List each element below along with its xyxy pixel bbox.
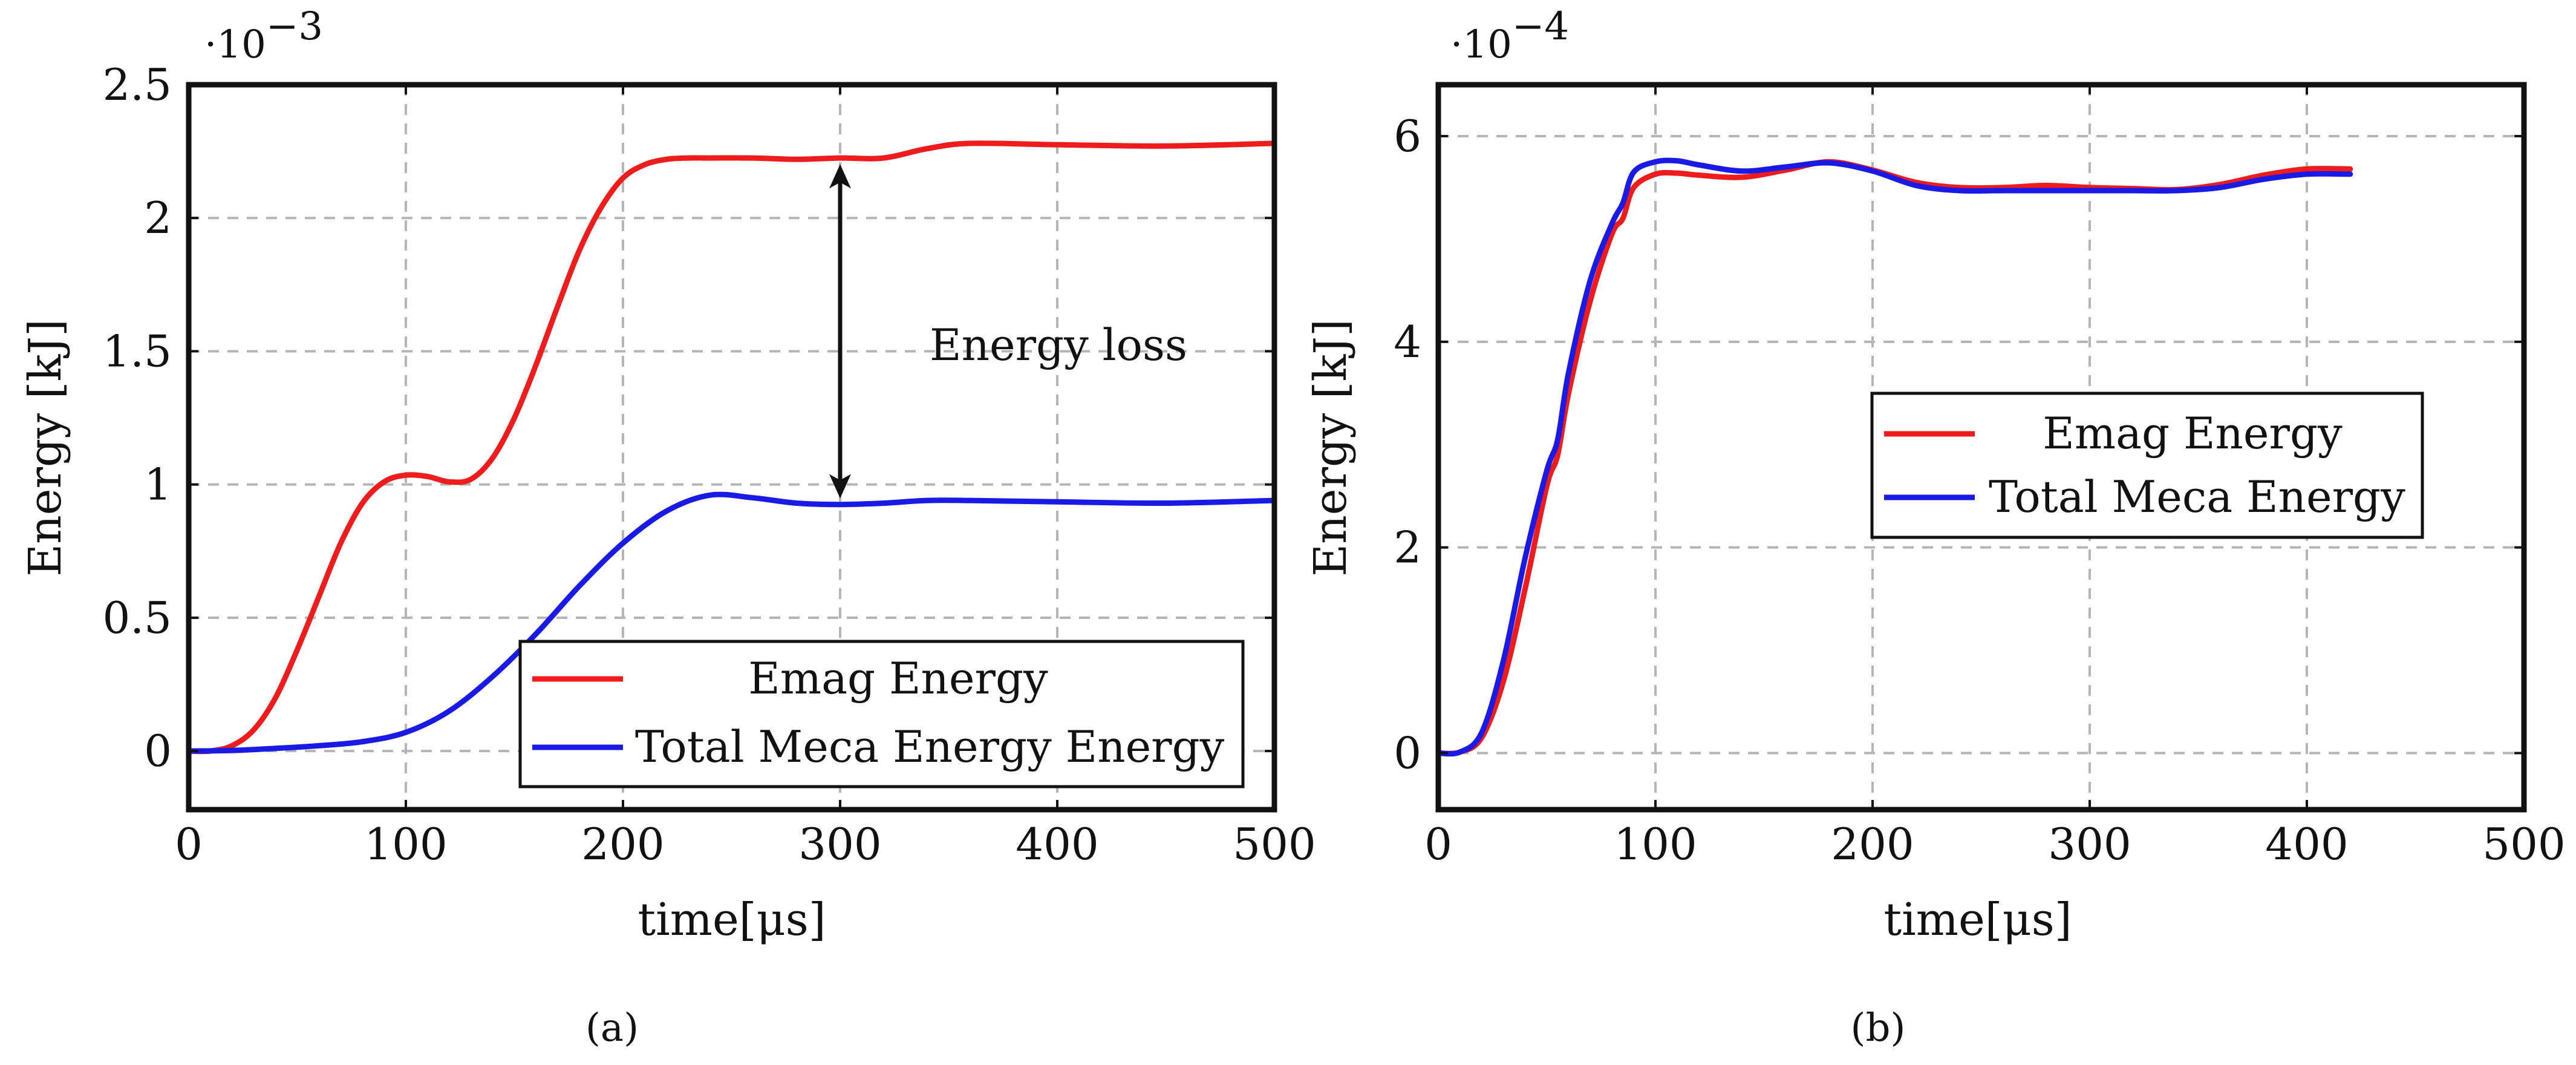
x-axis-label: time[μs] xyxy=(637,894,826,946)
x-tick-labels: 0 100 200 300 400 500 xyxy=(175,85,1316,870)
y-tick-label: 0 xyxy=(1394,728,1421,779)
y-tick-label: 0.5 xyxy=(102,592,172,643)
legend: Emag Energy Total Meca Energy Energy xyxy=(518,640,1245,788)
panel-caption-a: (a) xyxy=(585,1006,639,1050)
y-tick-labels: 0 0.5 1 1.5 2 2.5 xyxy=(102,59,1274,776)
x-tick-label: 300 xyxy=(2048,819,2131,870)
axes-frame xyxy=(186,82,1277,813)
y-tick-label: 2 xyxy=(1394,522,1421,573)
x-tick-label: 500 xyxy=(2482,819,2565,870)
arrow-head-bottom xyxy=(829,474,851,499)
y-tick-label: 2 xyxy=(144,192,172,243)
x-tick-label: 500 xyxy=(1233,819,1316,870)
y-multiplier: ·10−4 xyxy=(1450,4,1569,67)
y-tick-label: 1 xyxy=(144,459,172,510)
x-tick-label: 400 xyxy=(1016,819,1098,870)
y-axis-label: Energy [kJ] xyxy=(1305,319,1357,577)
y-tick-label: 1.5 xyxy=(102,326,172,376)
x-tick-label: 200 xyxy=(1831,819,1914,870)
x-tick-label: 400 xyxy=(2265,819,2348,870)
grid xyxy=(1438,85,2524,810)
y-axis-label: Energy [kJ] xyxy=(19,319,71,577)
legend: Emag Energy Total Meca Energy xyxy=(1870,392,2424,539)
chart-a: Energy loss Emag Energy Total Meca Energ… xyxy=(19,4,1316,1050)
x-axis-label: time[μs] xyxy=(1883,894,2072,946)
energy-loss-annotation: Energy loss xyxy=(829,164,1187,499)
x-tick-label: 100 xyxy=(1614,819,1697,870)
energy-loss-label: Energy loss xyxy=(930,320,1187,370)
y-tick-labels: 0 2 4 6 xyxy=(1394,111,2524,779)
y-multiplier: ·10−3 xyxy=(204,4,323,67)
series-line-meca xyxy=(186,491,1277,754)
y-tick-label: 4 xyxy=(1394,316,1421,367)
series-line-emag xyxy=(186,140,1277,755)
arrow-head-top xyxy=(829,164,851,189)
legend-label-emag: Emag Energy xyxy=(2043,408,2343,459)
legend-label-emag: Emag Energy xyxy=(748,653,1048,704)
series-line-meca xyxy=(1435,157,2353,757)
legend-label-meca: Total Meca Energy Energy xyxy=(635,721,1225,772)
y-tick-label: 2.5 xyxy=(102,59,172,110)
x-tick-label: 0 xyxy=(1424,819,1452,870)
chart-b: Emag Energy Total Meca Energy 0 100 200 300… xyxy=(1305,4,2566,1050)
panel-caption-b: (b) xyxy=(1851,1006,1906,1050)
y-tick-label: 0 xyxy=(144,726,172,776)
x-tick-labels: 0 100 200 300 400 500 xyxy=(1424,85,2566,870)
series-group xyxy=(186,140,1277,755)
axes-frame xyxy=(1435,82,2527,813)
legend-label-meca: Total Meca Energy xyxy=(1989,471,2405,522)
x-tick-label: 100 xyxy=(364,819,447,870)
series-group xyxy=(1435,157,2353,757)
x-tick-label: 200 xyxy=(581,819,664,870)
x-tick-label: 300 xyxy=(798,819,881,870)
x-tick-label: 0 xyxy=(175,819,203,870)
y-tick-label: 6 xyxy=(1394,111,1421,162)
